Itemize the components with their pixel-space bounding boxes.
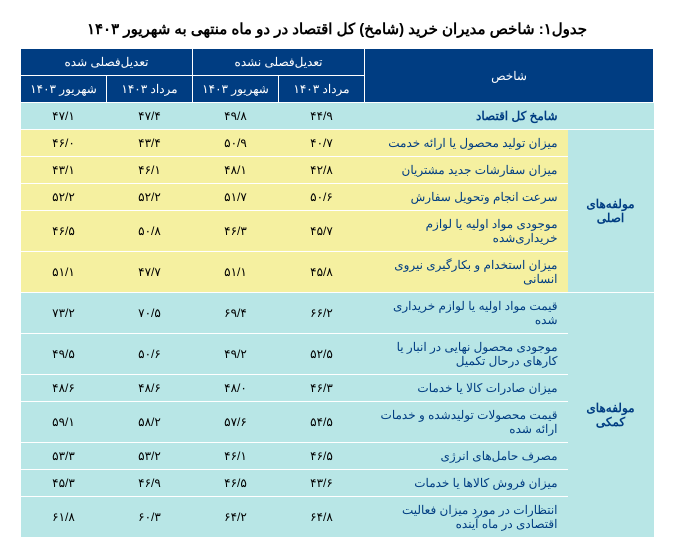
row-label: میزان استخدام و بکارگیری نیروی انسانی: [365, 252, 568, 293]
cell: ۴۳/۴: [107, 130, 193, 157]
table-row: موجودی محصول نهایی در انبار یا کارهای در…: [21, 334, 654, 375]
cell: ۴۸/۰: [193, 375, 279, 402]
row-label: سرعت انجام وتحویل سفارش: [365, 184, 568, 211]
row-label: مصرف حامل‌های انرژی: [365, 443, 568, 470]
table-row: مولفه‌های کمکی قیمت مواد اولیه یا لوازم …: [21, 293, 654, 334]
cell: ۵۹/۱: [21, 402, 107, 443]
cell: ۴۴/۹: [279, 103, 365, 130]
cell: ۴۶/۱: [193, 443, 279, 470]
cell: ۴۸/۶: [107, 375, 193, 402]
cell: ۴۷/۴: [107, 103, 193, 130]
group-label-aux: مولفه‌های کمکی: [568, 293, 654, 538]
cell: ۵۰/۸: [107, 211, 193, 252]
row-label: موجودی مواد اولیه یا لوازم خریداری‌شده: [365, 211, 568, 252]
cell: ۴۷/۷: [107, 252, 193, 293]
table-row: شامخ کل اقتصاد ۴۴/۹ ۴۹/۸ ۴۷/۴ ۴۷/۱: [21, 103, 654, 130]
cell: ۴۶/۱: [107, 157, 193, 184]
cell: ۴۶/۵: [193, 470, 279, 497]
cell: ۵۰/۶: [107, 334, 193, 375]
header-col-nsa-sh: شهریور ۱۴۰۳: [193, 76, 279, 103]
row-label: شامخ کل اقتصاد: [365, 103, 568, 130]
table-row: میزان صادرات کالا یا خدمات ۴۶/۳ ۴۸/۰ ۴۸/…: [21, 375, 654, 402]
table-row: میزان سفارشات جدید مشتریان ۴۲/۸ ۴۸/۱ ۴۶/…: [21, 157, 654, 184]
cell: ۵۱/۷: [193, 184, 279, 211]
cell: ۵۳/۲: [107, 443, 193, 470]
header-col-nsa-m: مرداد ۱۴۰۳: [279, 76, 365, 103]
cell: ۵۲/۲: [107, 184, 193, 211]
row-label: میزان صادرات کالا یا خدمات: [365, 375, 568, 402]
pmi-table: شاخص تعدیل‌فصلی نشده تعدیل‌فصلی شده مردا…: [20, 48, 654, 538]
header-group-nsa: تعدیل‌فصلی نشده: [193, 49, 365, 76]
cell: ۴۰/۷: [279, 130, 365, 157]
row-label: قیمت محصولات تولیدشده و خدمات ارائه شده: [365, 402, 568, 443]
cell: ۴۵/۷: [279, 211, 365, 252]
header-index: شاخص: [365, 49, 654, 103]
cell: ۴۹/۵: [21, 334, 107, 375]
group-label-total: [568, 103, 654, 130]
cell: ۴۶/۳: [193, 211, 279, 252]
table-row: میزان فروش کالاها یا خدمات ۴۳/۶ ۴۶/۵ ۴۶/…: [21, 470, 654, 497]
cell: ۴۲/۸: [279, 157, 365, 184]
row-label: میزان تولید محصول یا ارائه خدمت: [365, 130, 568, 157]
table-row: موجودی مواد اولیه یا لوازم خریداری‌شده ۴…: [21, 211, 654, 252]
table-row: مولفه‌های اصلی میزان تولید محصول یا ارائ…: [21, 130, 654, 157]
cell: ۶۴/۸: [279, 497, 365, 538]
group-label-main: مولفه‌های اصلی: [568, 130, 654, 293]
cell: ۵۸/۲: [107, 402, 193, 443]
row-label: میزان سفارشات جدید مشتریان: [365, 157, 568, 184]
cell: ۵۴/۵: [279, 402, 365, 443]
cell: ۵۲/۵: [279, 334, 365, 375]
cell: ۶۶/۲: [279, 293, 365, 334]
header-col-sa-m: مرداد ۱۴۰۳: [107, 76, 193, 103]
cell: ۴۶/۵: [279, 443, 365, 470]
cell: ۴۵/۳: [21, 470, 107, 497]
cell: ۴۷/۱: [21, 103, 107, 130]
cell: ۴۹/۲: [193, 334, 279, 375]
table-row: قیمت محصولات تولیدشده و خدمات ارائه شده …: [21, 402, 654, 443]
row-label: موجودی محصول نهایی در انبار یا کارهای در…: [365, 334, 568, 375]
cell: ۵۲/۲: [21, 184, 107, 211]
cell: ۴۳/۱: [21, 157, 107, 184]
cell: ۶۹/۴: [193, 293, 279, 334]
table-title: جدول۱: شاخص مدیران خرید (شامخ) کل اقتصاد…: [20, 20, 654, 38]
header-group-sa: تعدیل‌فصلی شده: [21, 49, 193, 76]
cell: ۴۶/۰: [21, 130, 107, 157]
cell: ۴۶/۳: [279, 375, 365, 402]
cell: ۴۶/۹: [107, 470, 193, 497]
cell: ۶۴/۲: [193, 497, 279, 538]
cell: ۵۰/۹: [193, 130, 279, 157]
cell: ۵۱/۱: [21, 252, 107, 293]
table-row: سرعت انجام وتحویل سفارش ۵۰/۶ ۵۱/۷ ۵۲/۲ ۵…: [21, 184, 654, 211]
cell: ۴۸/۱: [193, 157, 279, 184]
cell: ۴۹/۸: [193, 103, 279, 130]
header-col-sa-sh: شهریور ۱۴۰۳: [21, 76, 107, 103]
cell: ۶۰/۳: [107, 497, 193, 538]
table-row: میزان استخدام و بکارگیری نیروی انسانی ۴۵…: [21, 252, 654, 293]
cell: ۴۸/۶: [21, 375, 107, 402]
row-label: انتظارات در مورد میزان فعالیت اقتصادی در…: [365, 497, 568, 538]
cell: ۴۵/۸: [279, 252, 365, 293]
cell: ۷۰/۵: [107, 293, 193, 334]
row-label: قیمت مواد اولیه یا لوازم خریداری شده: [365, 293, 568, 334]
cell: ۴۳/۶: [279, 470, 365, 497]
cell: ۵۳/۳: [21, 443, 107, 470]
cell: ۵۰/۶: [279, 184, 365, 211]
table-row: مصرف حامل‌های انرژی ۴۶/۵ ۴۶/۱ ۵۳/۲ ۵۳/۳: [21, 443, 654, 470]
cell: ۶۱/۸: [21, 497, 107, 538]
cell: ۵۱/۱: [193, 252, 279, 293]
row-label: میزان فروش کالاها یا خدمات: [365, 470, 568, 497]
cell: ۵۷/۶: [193, 402, 279, 443]
table-row: انتظارات در مورد میزان فعالیت اقتصادی در…: [21, 497, 654, 538]
cell: ۷۳/۲: [21, 293, 107, 334]
cell: ۴۶/۵: [21, 211, 107, 252]
